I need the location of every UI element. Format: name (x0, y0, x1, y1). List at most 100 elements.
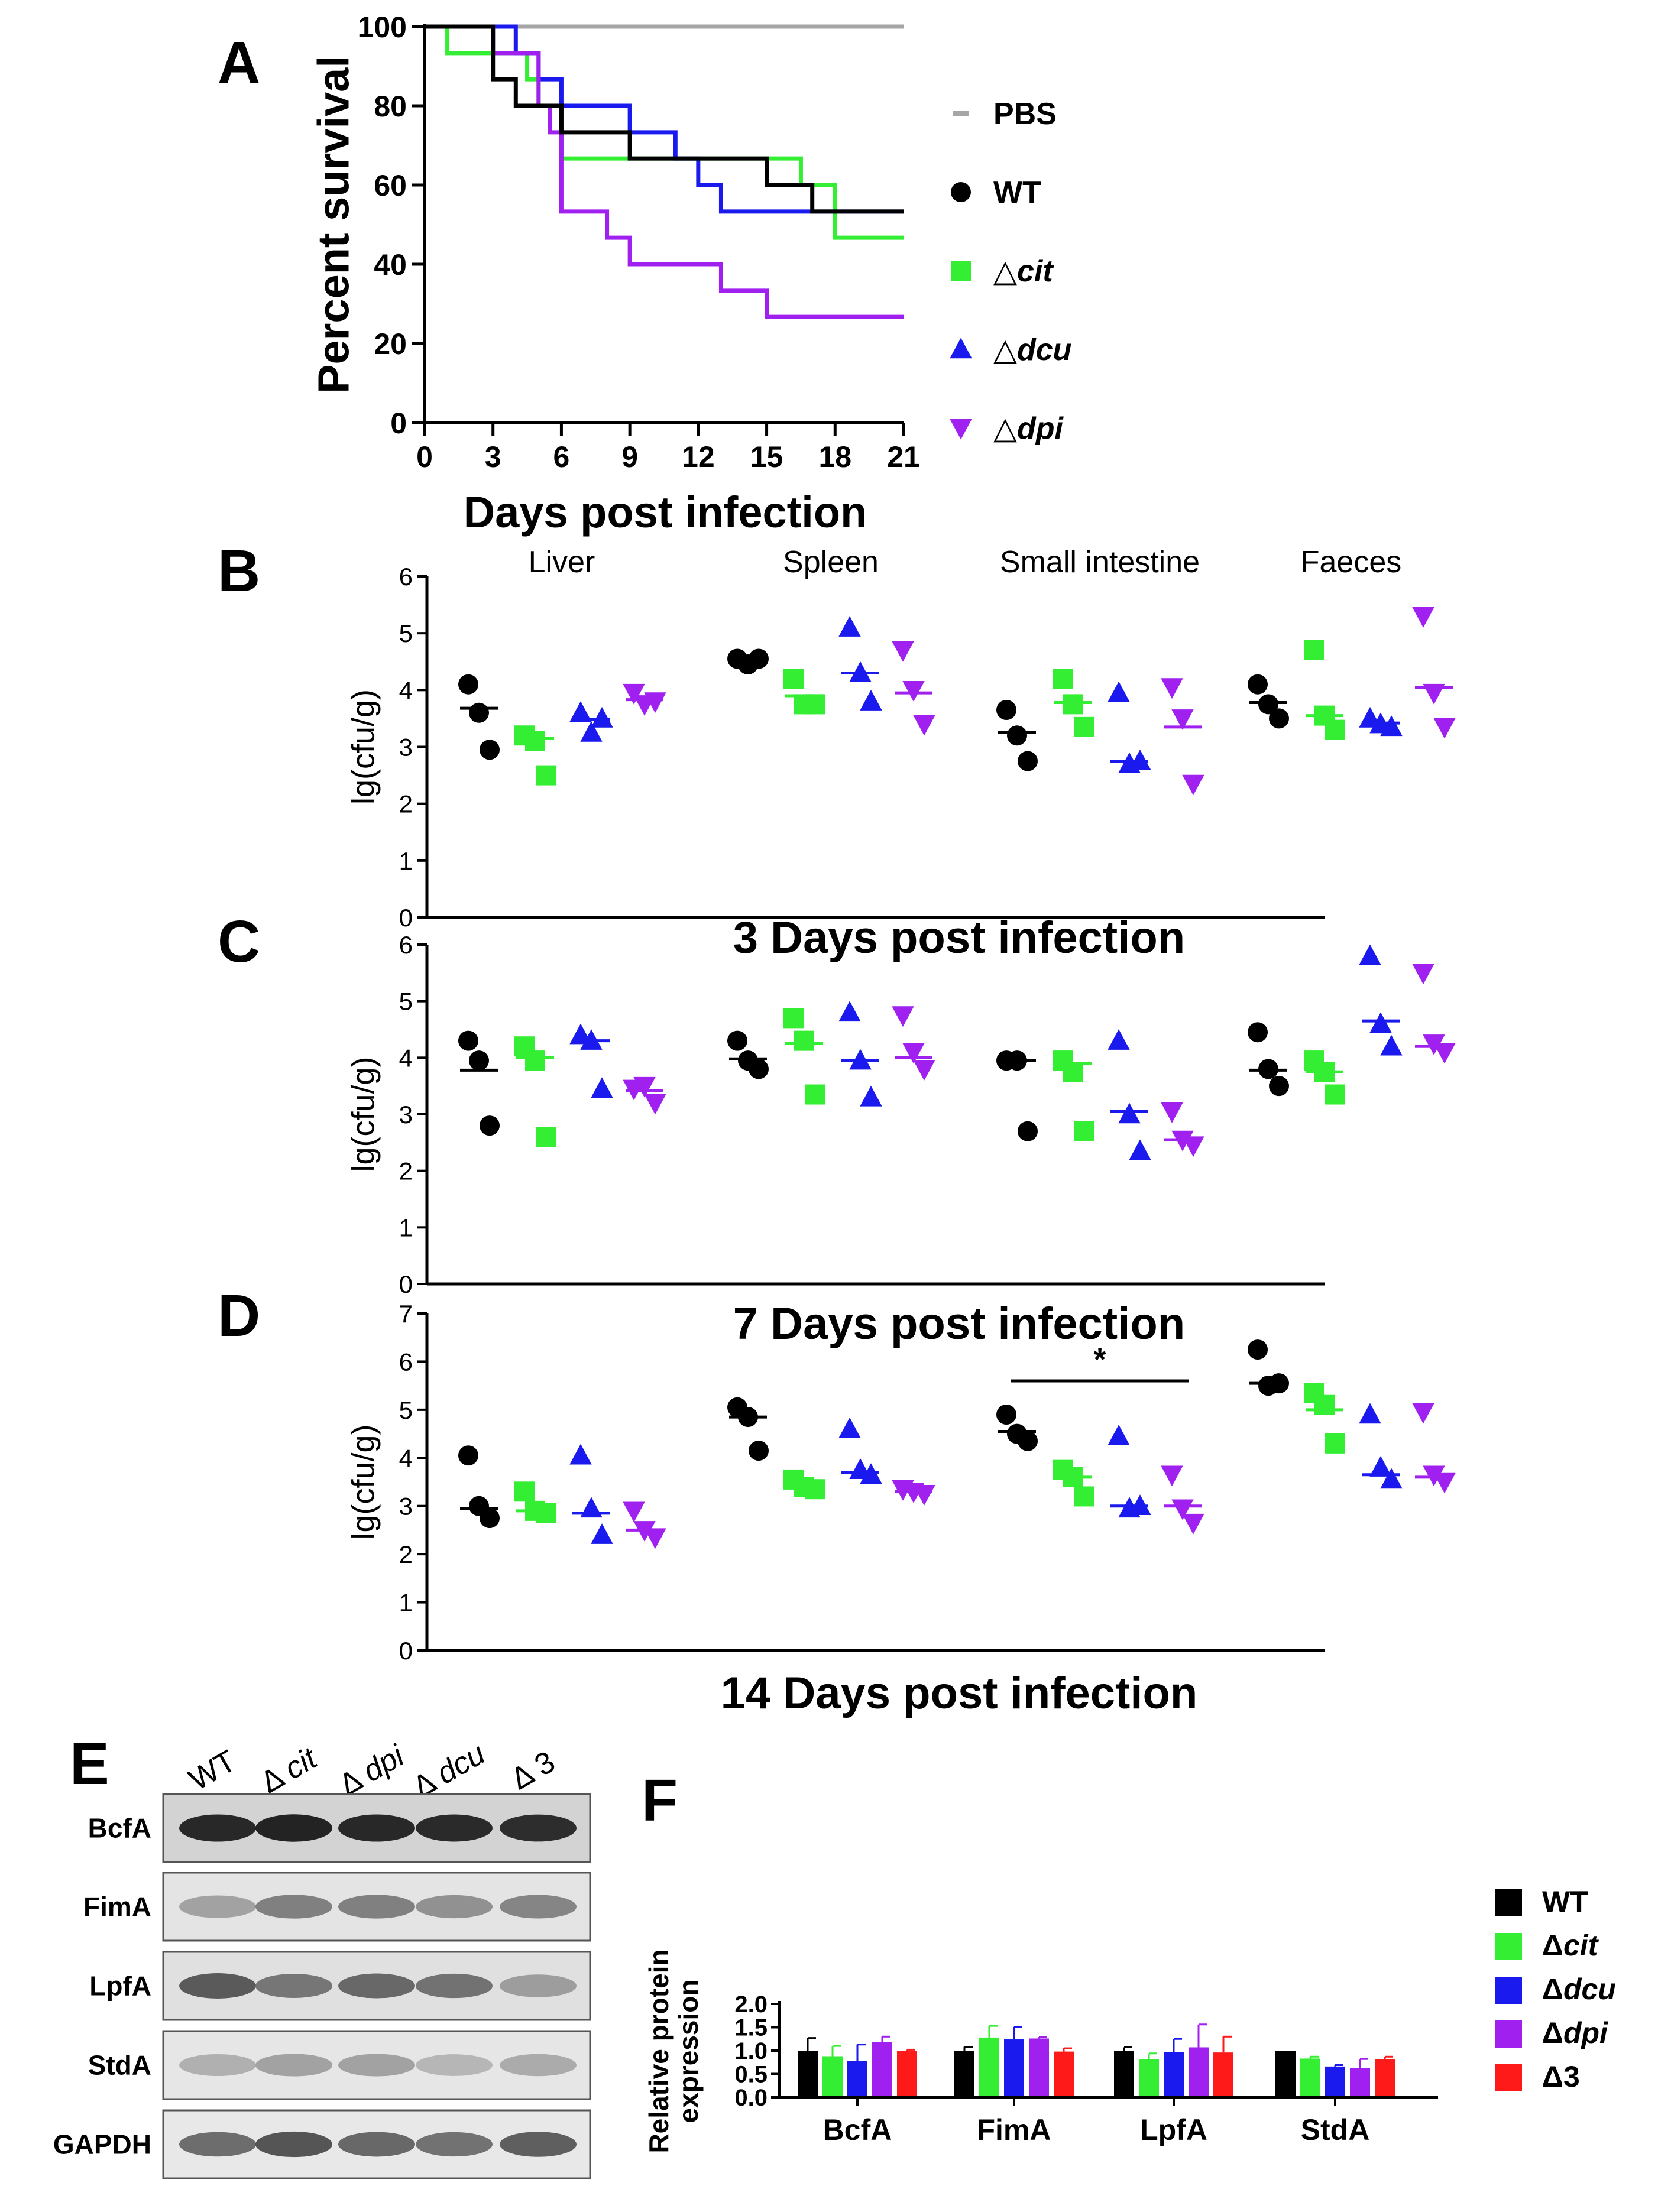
data-point-dcu (849, 1049, 872, 1070)
data-point-dpi (1412, 964, 1434, 985)
legend-swatch-dpi (1495, 2020, 1522, 2048)
data-point-WT (469, 702, 489, 723)
blot-band (338, 2132, 415, 2157)
category-label: Liver (529, 545, 595, 579)
data-point-dcu (1380, 1034, 1403, 1056)
data-point-dpi (902, 681, 925, 702)
blot-row-label: FimA (83, 1892, 151, 1922)
y-tick-label: 0.0 (734, 2085, 768, 2111)
x-tick-label: BcfA (823, 2113, 892, 2146)
legend-label-dcu: Δdcu (1542, 1973, 1616, 2006)
y-tick-label: 7 (399, 1300, 413, 1328)
data-point-dpi (1433, 718, 1456, 739)
y-tick-label: 100 (358, 11, 407, 44)
data-point-WT (1258, 1059, 1278, 1079)
data-point-WT (1248, 674, 1268, 695)
data-point-WT (458, 1445, 478, 1466)
data-point-dpi (644, 1528, 666, 1549)
data-point-dpi (902, 1043, 925, 1064)
bar-cit (1300, 2058, 1320, 2097)
blot-band (255, 1814, 332, 1842)
y-tick-label: 3 (399, 1101, 413, 1128)
x-tick-label: FimA (977, 2113, 1051, 2146)
data-point-WT (469, 1050, 489, 1071)
y-axis-title: lg(cfu/g) (345, 1424, 381, 1539)
data-point-cit (1325, 1433, 1345, 1454)
bar-WT (1114, 2051, 1134, 2097)
y-tick-label: 1 (399, 847, 413, 875)
panel-a-survival-chart: A 0 20 40 60 80 100 0 3 6 9 12 15 18 21 Percent surviva… (218, 11, 1071, 537)
data-point-WT (1269, 1373, 1289, 1394)
data-point-dcu (1129, 1139, 1151, 1160)
y-tick-label: 1 (399, 1589, 413, 1617)
data-point-WT (1248, 1339, 1268, 1360)
data-point-cit (1053, 669, 1073, 689)
data-point-dcu (580, 1497, 603, 1518)
data-point-dpi (1423, 1034, 1445, 1055)
data-point-dcu (838, 1001, 861, 1022)
data-point-dpi (1412, 607, 1434, 628)
data-point-dcu (1359, 1403, 1381, 1424)
data-point-WT (996, 699, 1016, 720)
data-point-dpi (892, 641, 914, 662)
survival-line-dpi (425, 24, 904, 319)
survival-line-WT (425, 24, 904, 214)
data-point-dcu (580, 1029, 603, 1050)
data-point-cit (1325, 719, 1345, 740)
bar-dpi (1189, 2047, 1209, 2097)
data-point-WT (1269, 708, 1289, 729)
data-point-cit (514, 1481, 535, 1502)
bar-dcu (1004, 2039, 1024, 2097)
legend-marker-WT (951, 182, 971, 202)
legend-swatch-WT (1495, 1889, 1522, 1916)
data-point-cit (1074, 716, 1094, 737)
blot-band (500, 1974, 577, 1997)
y-tick-label: 20 (374, 327, 407, 361)
data-point-dcu (1369, 1012, 1392, 1033)
blot-band (416, 1814, 493, 1842)
data-point-dpi (1161, 678, 1183, 699)
data-point-WT (749, 1059, 769, 1079)
y-tick-label: 1.5 (734, 2015, 768, 2041)
data-point-WT (1018, 1431, 1038, 1451)
legend-swatch-d3 (1495, 2064, 1522, 2091)
x-axis-title: 14 Days post infection (721, 1668, 1198, 1718)
data-point-cit (536, 1503, 556, 1523)
panel-letter-e: E (70, 1731, 109, 1797)
data-point-WT (727, 1030, 747, 1051)
bar-cit (1139, 2059, 1159, 2097)
y-tick-label: 6 (399, 1348, 413, 1376)
y-axis-title: lg(cfu/g) (345, 689, 381, 805)
lane-label: Δ cit (255, 1740, 323, 1800)
data-point-dcu (1108, 681, 1130, 702)
blot-band (338, 1973, 415, 1999)
y-tick-label: 5 (399, 988, 413, 1016)
data-point-cit (1074, 1121, 1094, 1141)
y-tick-label: 1 (399, 1214, 413, 1241)
y-tick-label: 2.0 (734, 1992, 768, 2018)
data-point-dcu (591, 1523, 613, 1544)
bar-WT (954, 2051, 974, 2097)
bar-d3 (1054, 2051, 1074, 2097)
data-point-cit (536, 765, 556, 786)
data-point-dpi (892, 1006, 914, 1027)
y-axis-title: Percent survival (309, 56, 358, 394)
data-point-cit (805, 1084, 825, 1105)
data-point-dcu (1108, 1029, 1130, 1050)
bar-d3 (897, 2051, 917, 2097)
blot-row-label: GAPDH (53, 2129, 151, 2160)
x-tick-label: 0 (416, 440, 433, 473)
y-tick-label: 60 (374, 169, 407, 202)
y-tick-label: 2 (399, 790, 413, 818)
blot-row-label: LpfA (89, 1971, 151, 2002)
blot-band (255, 2054, 332, 2077)
blot-band (255, 1895, 332, 1919)
bar-WT (798, 2051, 818, 2097)
panel-letter-a: A (218, 30, 260, 96)
y-tick-label: 3 (399, 1493, 413, 1520)
data-point-WT (480, 740, 500, 760)
panel-c-day7-scatter: C 0 1 2 3 4 5 6 lg(cfu/g) 7 Days post infection (218, 909, 1456, 1349)
blot-band (255, 1974, 332, 1998)
blot-band (416, 2132, 493, 2157)
x-axis-title: 3 Days post infection (733, 913, 1185, 963)
